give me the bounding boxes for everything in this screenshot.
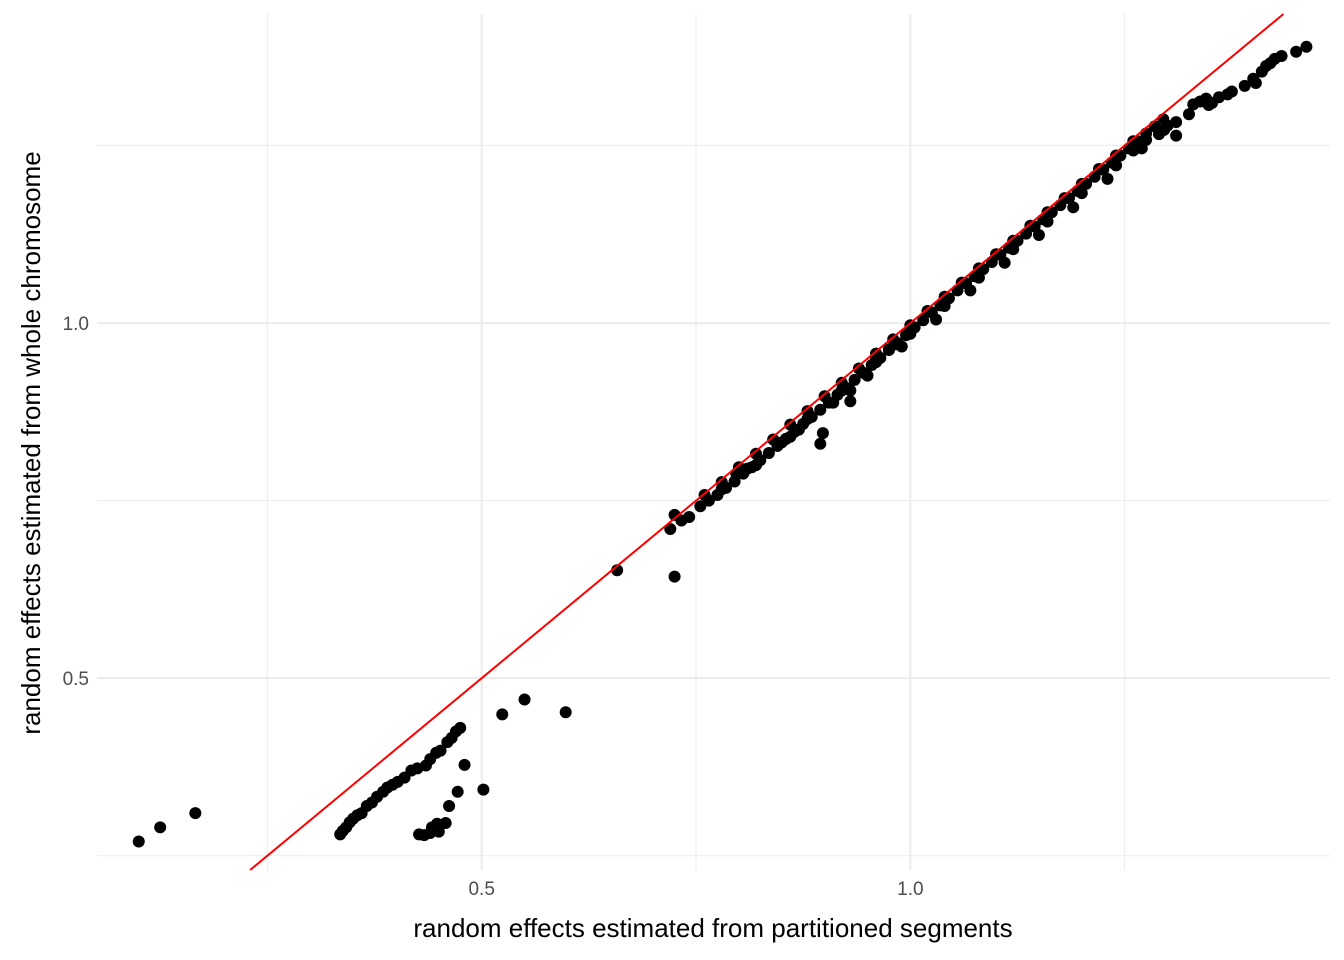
data-point bbox=[189, 807, 202, 820]
data-point bbox=[938, 300, 951, 313]
data-point bbox=[454, 721, 467, 734]
data-point bbox=[775, 436, 788, 449]
data-point bbox=[1110, 149, 1123, 162]
data-point bbox=[998, 256, 1011, 269]
data-point bbox=[990, 248, 1003, 261]
data-point bbox=[870, 347, 883, 360]
data-point bbox=[559, 706, 572, 719]
data-point bbox=[1110, 159, 1123, 172]
data-point bbox=[1092, 162, 1105, 175]
data-point bbox=[972, 262, 985, 275]
data-point bbox=[887, 333, 900, 346]
x-axis-tick-labels: 0.5 1.0 bbox=[468, 879, 923, 900]
data-point bbox=[154, 821, 167, 834]
data-point bbox=[835, 384, 848, 397]
data-point bbox=[1041, 215, 1054, 228]
data-point bbox=[434, 744, 447, 757]
data-point bbox=[750, 459, 763, 472]
data-point bbox=[1300, 40, 1313, 53]
data-point bbox=[728, 475, 741, 488]
data-point bbox=[451, 785, 464, 798]
data-point bbox=[1170, 129, 1183, 142]
x-axis-title: random effects estimated from partitione… bbox=[413, 913, 1012, 943]
x-tick-label: 0.5 bbox=[468, 879, 494, 900]
data-point bbox=[477, 783, 490, 796]
data-point bbox=[496, 708, 509, 721]
data-point bbox=[814, 403, 827, 416]
data-point bbox=[458, 758, 471, 771]
data-point bbox=[1032, 229, 1045, 242]
data-point bbox=[816, 427, 829, 440]
data-point bbox=[955, 276, 968, 289]
data-point bbox=[1007, 234, 1020, 247]
data-point bbox=[694, 500, 707, 513]
data-point bbox=[1202, 99, 1215, 112]
major-gridlines bbox=[97, 14, 1330, 870]
data-point bbox=[814, 437, 827, 450]
data-point bbox=[827, 396, 840, 409]
data-point bbox=[938, 290, 951, 303]
data-point bbox=[852, 362, 865, 375]
data-point bbox=[895, 340, 908, 353]
data-point bbox=[844, 395, 857, 408]
data-point bbox=[1007, 243, 1020, 256]
data-point bbox=[1275, 50, 1288, 63]
data-point bbox=[1101, 172, 1114, 185]
reference-line-y-equals-x bbox=[249, 13, 1285, 871]
data-point bbox=[443, 800, 456, 813]
data-point bbox=[1238, 79, 1251, 92]
data-point bbox=[1058, 192, 1071, 205]
y-axis-tick-labels: 0.5 1.0 bbox=[63, 314, 89, 690]
data-point bbox=[1024, 219, 1037, 232]
data-point bbox=[801, 412, 814, 425]
data-point bbox=[1182, 108, 1195, 121]
data-point bbox=[1075, 177, 1088, 190]
x-tick-label: 1.0 bbox=[897, 879, 923, 900]
data-point bbox=[132, 835, 145, 848]
data-point bbox=[1170, 116, 1183, 129]
data-point bbox=[432, 825, 445, 838]
data-point bbox=[848, 373, 861, 386]
data-point bbox=[930, 313, 943, 326]
data-point bbox=[1290, 45, 1303, 58]
data-point bbox=[518, 693, 531, 706]
y-axis-title: random effects estimated from whole chro… bbox=[16, 151, 46, 734]
data-point bbox=[917, 314, 930, 327]
data-point bbox=[904, 319, 917, 332]
data-point bbox=[904, 327, 917, 340]
data-point bbox=[784, 430, 797, 443]
data-point bbox=[762, 447, 775, 460]
data-point bbox=[715, 483, 728, 496]
data-point bbox=[818, 390, 831, 403]
data-point bbox=[664, 523, 677, 536]
data-point bbox=[1067, 201, 1080, 214]
data-point bbox=[792, 423, 805, 436]
data-point bbox=[972, 271, 985, 284]
data-point bbox=[1140, 133, 1153, 146]
data-point bbox=[1158, 123, 1171, 136]
data-point bbox=[882, 344, 895, 357]
data-point bbox=[964, 284, 977, 297]
data-point bbox=[439, 817, 452, 830]
data-point bbox=[668, 570, 681, 583]
data-points bbox=[132, 40, 1313, 848]
data-point bbox=[1075, 187, 1088, 200]
data-point bbox=[1127, 135, 1140, 148]
data-point bbox=[861, 369, 874, 382]
y-tick-label: 1.0 bbox=[63, 314, 89, 335]
data-point bbox=[1041, 206, 1054, 219]
y-tick-label: 0.5 bbox=[63, 669, 89, 690]
data-point bbox=[1225, 85, 1238, 98]
data-point bbox=[921, 305, 934, 318]
data-point bbox=[750, 447, 763, 460]
data-point bbox=[1249, 77, 1262, 90]
data-point bbox=[870, 356, 883, 369]
data-point bbox=[683, 510, 696, 523]
